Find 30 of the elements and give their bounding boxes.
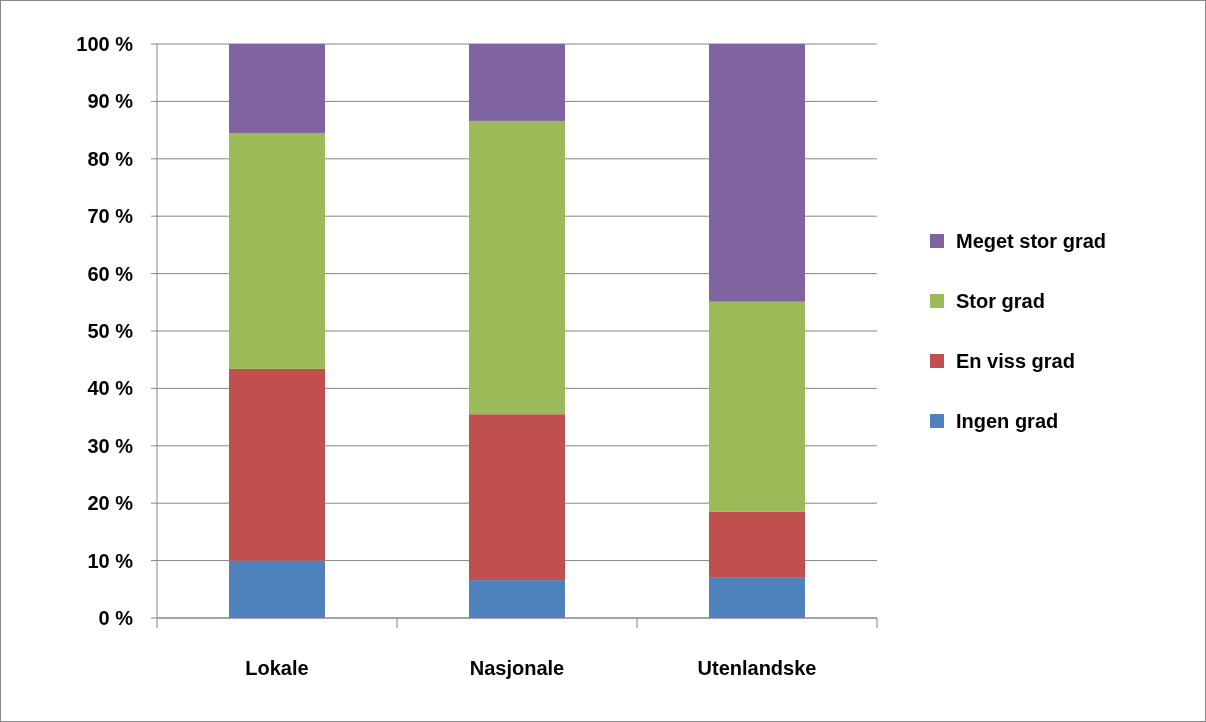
y-tick-label: 10 % xyxy=(87,549,134,572)
bar xyxy=(709,44,805,302)
bar xyxy=(229,560,325,618)
y-tick-label: 30 % xyxy=(87,434,134,457)
legend-label: Ingen grad xyxy=(956,410,1059,432)
y-tick-label: 70 % xyxy=(87,205,134,228)
bar xyxy=(229,132,325,369)
y-tick-label: 60 % xyxy=(87,262,134,285)
bar xyxy=(469,414,565,581)
bar xyxy=(709,511,805,578)
y-tick-label: 0 % xyxy=(98,607,134,629)
bar xyxy=(469,120,565,415)
legend-label: Stor grad xyxy=(956,290,1045,312)
y-tick-label: 20 % xyxy=(87,492,134,515)
bar xyxy=(229,368,325,561)
y-tick-label: 90 % xyxy=(87,90,134,113)
bar xyxy=(229,44,325,133)
y-tick-label: 100 % xyxy=(76,33,134,55)
bar xyxy=(709,577,805,618)
bar xyxy=(469,44,565,121)
bar xyxy=(469,580,565,618)
legend-label: En viss grad xyxy=(956,350,1075,372)
x-tick-label: Nasjonale xyxy=(469,657,565,679)
x-tick-label: Utenlandske xyxy=(697,657,817,679)
y-tick-label: 80 % xyxy=(87,147,134,170)
legend-label: Meget stor grad xyxy=(956,230,1107,252)
y-tick-label: 50 % xyxy=(87,320,134,342)
y-tick-label: 40 % xyxy=(87,377,134,400)
x-tick-label: Lokale xyxy=(245,657,309,679)
bar xyxy=(709,301,805,512)
